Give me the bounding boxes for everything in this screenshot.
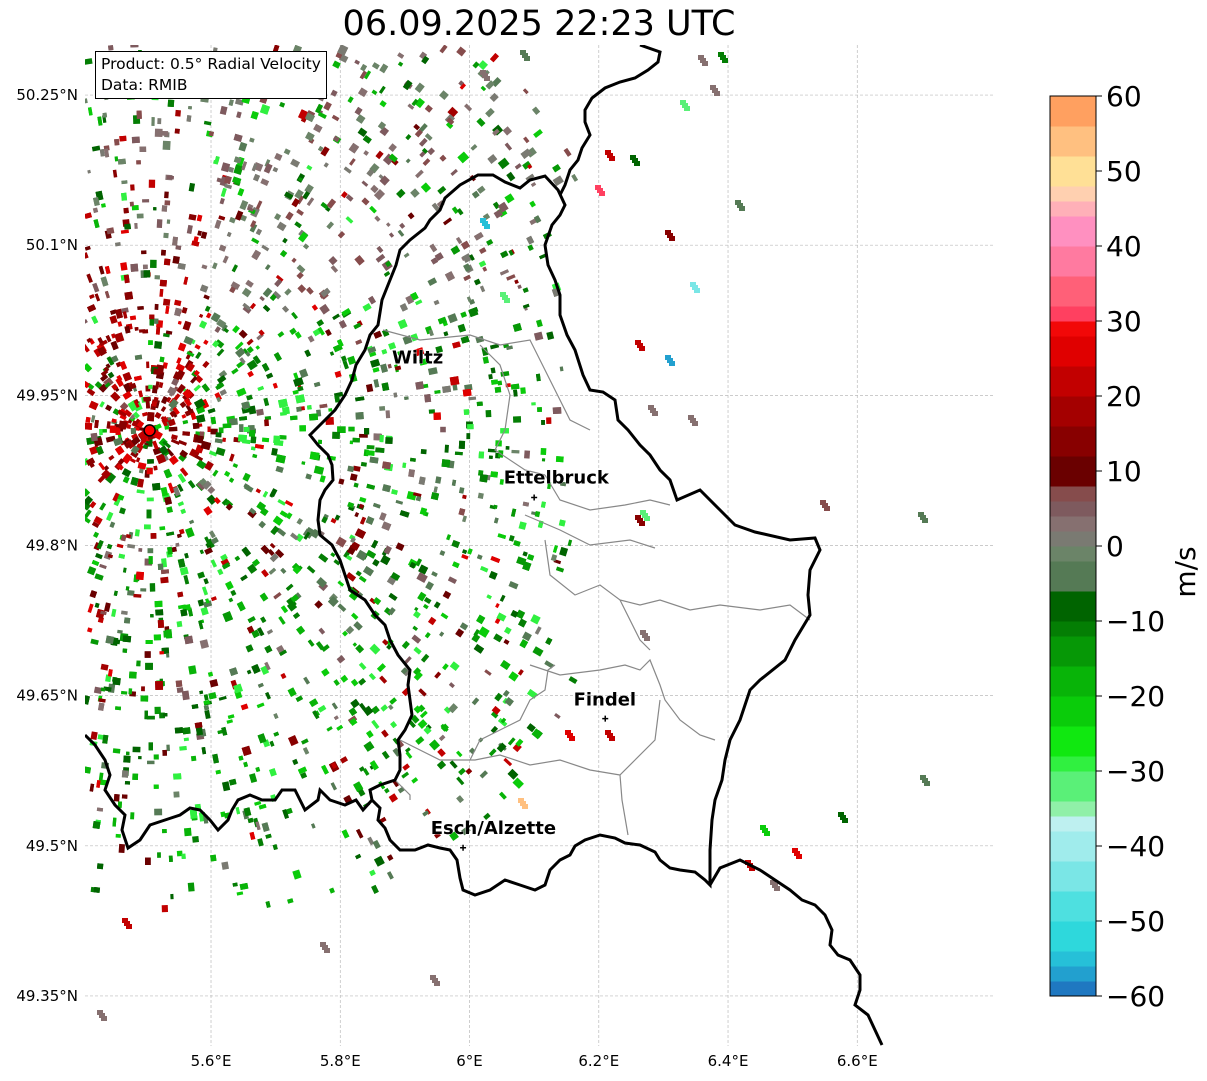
colorbar-segment	[1050, 246, 1096, 277]
map-title: 06.09.2025 22:23 UTC	[342, 4, 736, 44]
colorbar-segment	[1050, 96, 1096, 127]
colorbar-segment	[1050, 216, 1096, 247]
city-marker-icon	[602, 715, 609, 722]
colorbar-segment	[1050, 621, 1096, 637]
colorbar-unit-label: m/s	[1169, 546, 1202, 597]
lon-tick-label: 6.2°E	[578, 1052, 619, 1070]
colorbar-segment	[1050, 501, 1096, 517]
colorbar-segment	[1050, 276, 1096, 307]
product-text: Product: 0.5° Radial Velocity	[101, 55, 321, 73]
colorbar-tick-label: 30	[1106, 305, 1142, 338]
colorbar-segment	[1050, 546, 1096, 562]
colorbar-tick-label: 0	[1106, 530, 1124, 563]
lon-tick-label: 6.4°E	[708, 1052, 749, 1070]
lat-tick-label: 50.25°N	[16, 86, 78, 104]
city-marker-icon	[460, 844, 467, 851]
colorbar-segment	[1050, 396, 1096, 427]
colorbar-segment	[1050, 156, 1096, 187]
colorbar-segment	[1050, 126, 1096, 157]
colorbar-segment	[1050, 456, 1096, 487]
city-label: Wiltz	[392, 347, 443, 368]
colorbar-segment	[1050, 516, 1096, 532]
colorbar-tick-label: 20	[1106, 380, 1142, 413]
colorbar-segment	[1050, 591, 1096, 622]
lat-tick-label: 49.65°N	[16, 687, 78, 705]
city-label: Esch/Alzette	[431, 818, 556, 839]
national-border-de	[558, 45, 662, 196]
colorbar-segment	[1050, 666, 1096, 697]
lon-tick-label: 5.8°E	[320, 1052, 361, 1070]
lon-tick-label: 6°E	[456, 1052, 483, 1070]
colorbar-tick-label: 10	[1106, 455, 1142, 488]
colorbar-tick-label: −40	[1106, 830, 1165, 863]
colorbar-segment	[1050, 486, 1096, 502]
colorbar-tick-label: 60	[1106, 80, 1142, 113]
city-markers: Wiltz Ettelbruck Findel Esch/Alzette	[392, 347, 637, 851]
colorbar-segment	[1050, 891, 1096, 922]
colorbar-segment	[1050, 966, 1096, 982]
colorbar-tick-label: −10	[1106, 605, 1165, 638]
colorbar-segment	[1050, 306, 1096, 322]
national-border-lu	[307, 173, 822, 897]
colorbar-segment	[1050, 861, 1096, 892]
city-label: Ettelbruck	[504, 467, 610, 488]
colorbar-segment	[1050, 981, 1096, 997]
radar-site-marker	[143, 424, 156, 437]
colorbar-segment	[1050, 366, 1096, 397]
city-marker-icon	[531, 494, 538, 501]
country-borders	[85, 45, 884, 1046]
national-border-de-fr-south	[708, 858, 884, 1046]
colorbar-segment	[1050, 696, 1096, 727]
colorbar-tick-label: −30	[1106, 755, 1165, 788]
colorbar-segment	[1050, 426, 1096, 457]
colorbar-segment	[1050, 636, 1096, 667]
lon-tick-label: 6.6°E	[837, 1052, 878, 1070]
lat-tick-label: 49.35°N	[16, 987, 78, 1005]
colorbar-segment	[1050, 771, 1096, 802]
colorbar-segment	[1050, 816, 1096, 832]
colorbar: 60 50 40 30 20 10 0 −10 −20 −30 −40 −50 −60 m/s	[1049, 80, 1202, 1013]
colorbar-tick-label: −50	[1106, 905, 1165, 938]
lat-tick-label: 49.8°N	[26, 537, 78, 555]
source-text: Data: RMIB	[101, 76, 188, 94]
colorbar-segment	[1050, 531, 1096, 547]
colorbar-segment	[1050, 186, 1096, 202]
canton-borders	[382, 329, 811, 836]
colorbar-tick-label: 50	[1106, 155, 1142, 188]
colorbar-tick-label: 40	[1106, 230, 1142, 263]
city-label: Findel	[574, 690, 637, 711]
product-info-box: Product: 0.5° Radial Velocity Data: RMIB	[95, 51, 327, 99]
lat-tick-label: 49.95°N	[16, 386, 78, 404]
colorbar-segment	[1050, 831, 1096, 862]
colorbar-segment	[1050, 201, 1096, 217]
axis-labels: 50.25°N 50.1°N 49.95°N 49.8°N 49.65°N 49.5°N 4…	[16, 86, 877, 1070]
colorbar-segment	[1050, 321, 1096, 337]
colorbar-tick-label: −60	[1106, 980, 1165, 1013]
colorbar-tick-label: −20	[1106, 680, 1165, 713]
colorbar-segment	[1050, 726, 1096, 757]
radar-echoes	[85, 45, 930, 1021]
colorbar-segment	[1050, 921, 1096, 952]
colorbar-segment	[1050, 801, 1096, 817]
colorbar-segment	[1050, 561, 1096, 592]
colorbar-segment	[1050, 336, 1096, 367]
national-border-fr	[85, 733, 374, 851]
colorbar-segment	[1050, 756, 1096, 772]
lon-tick-label: 5.6°E	[191, 1052, 232, 1070]
colorbar-segment	[1050, 951, 1096, 967]
lat-tick-label: 49.5°N	[26, 837, 78, 855]
lat-tick-label: 50.1°N	[26, 236, 78, 254]
